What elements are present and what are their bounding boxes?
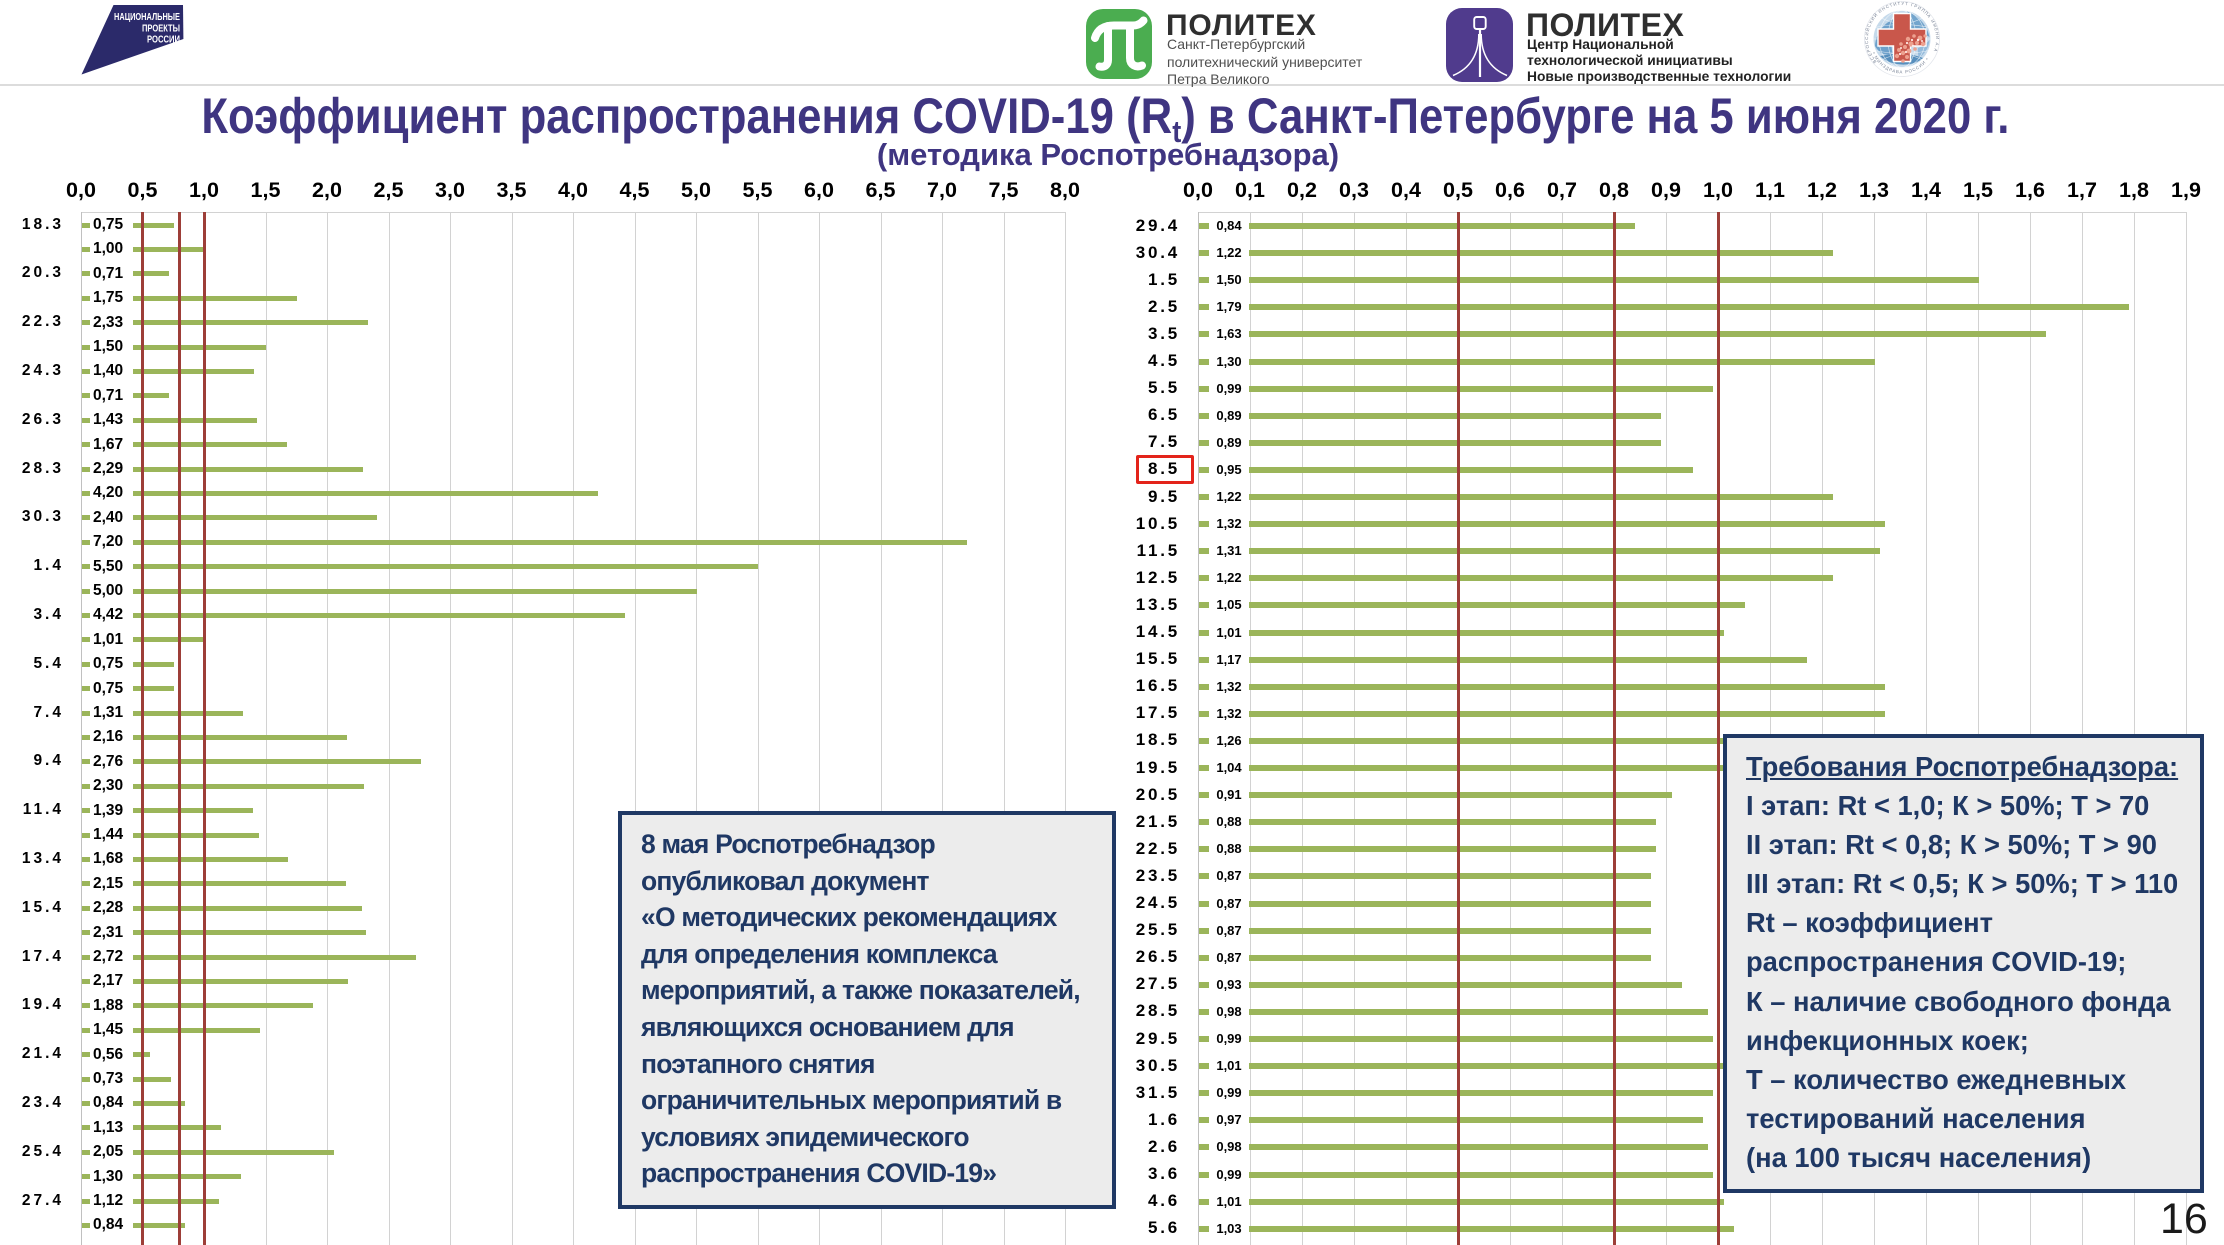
svg-text:РОССИИ: РОССИИ	[147, 35, 180, 46]
svg-text:ПРОЕКТЫ: ПРОЕКТЫ	[142, 24, 180, 35]
svg-text:НАЦИОНАЛЬНЫЕ: НАЦИОНАЛЬНЫЕ	[114, 12, 180, 23]
